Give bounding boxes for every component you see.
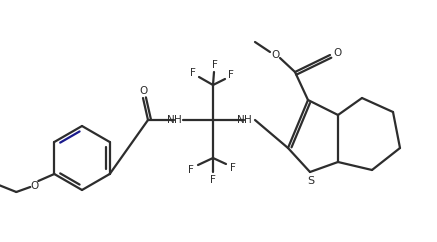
Text: O: O (334, 48, 342, 58)
Text: O: O (139, 86, 147, 96)
Text: F: F (210, 175, 216, 185)
Text: F: F (230, 163, 236, 173)
Text: O: O (271, 50, 279, 60)
Text: O: O (30, 181, 38, 191)
Text: F: F (228, 70, 234, 80)
Text: F: F (188, 165, 194, 175)
Text: N: N (237, 115, 245, 125)
Text: H: H (244, 115, 252, 125)
Text: N: N (167, 115, 175, 125)
Text: F: F (212, 60, 218, 70)
Text: H: H (174, 115, 182, 125)
Text: S: S (308, 176, 315, 186)
Text: F: F (190, 68, 196, 78)
